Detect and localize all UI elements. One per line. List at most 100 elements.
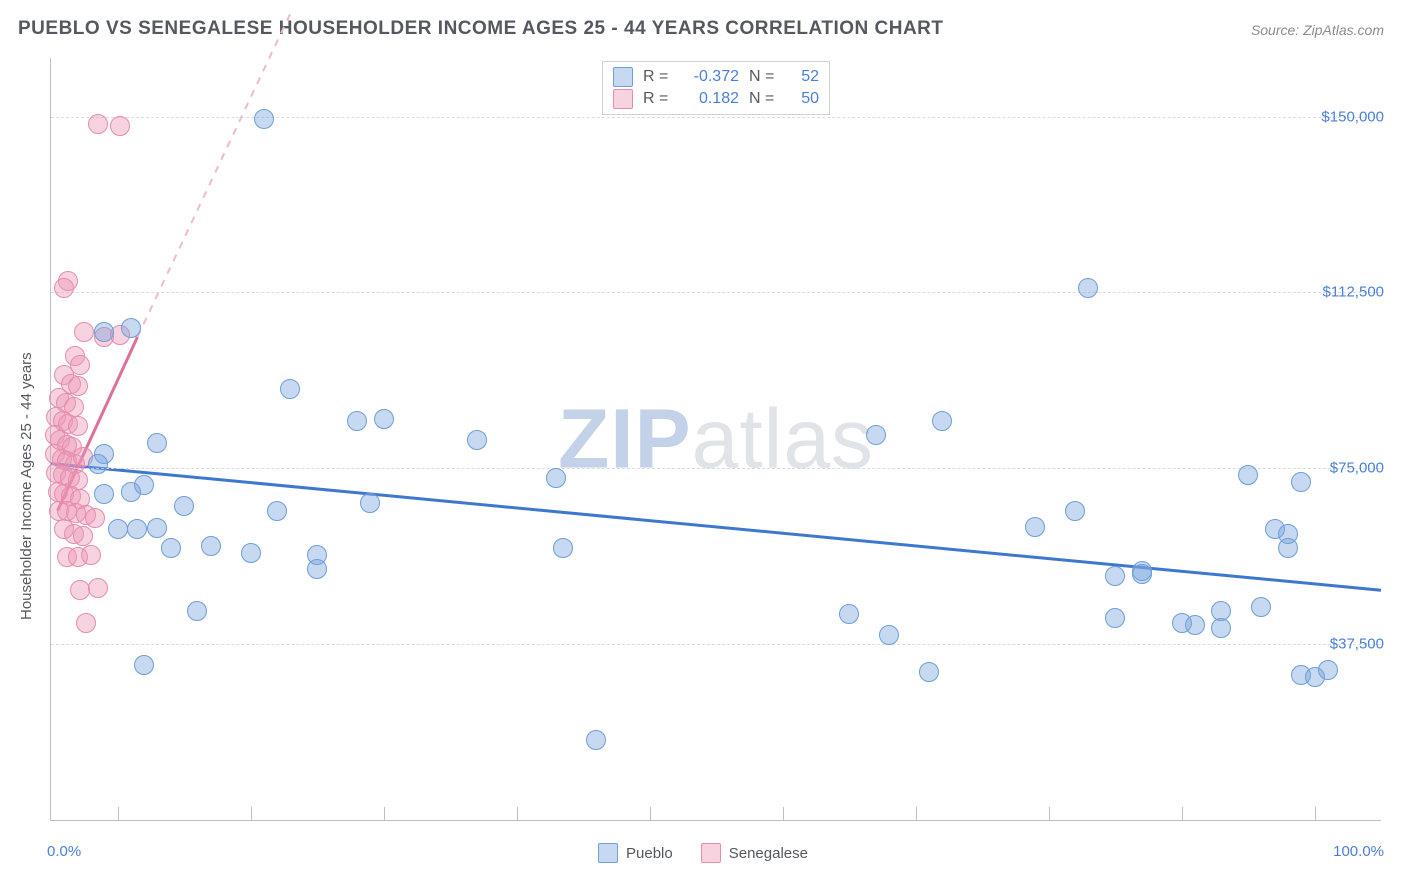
x-tick (118, 807, 119, 821)
data-point (1065, 501, 1085, 521)
data-point (267, 501, 287, 521)
watermark: ZIPatlas (558, 391, 874, 488)
x-tick (1049, 807, 1050, 821)
data-point (360, 493, 380, 513)
data-point (85, 508, 105, 528)
series-legend-item: Pueblo (598, 843, 673, 863)
trend-line (137, 13, 290, 337)
data-point (1238, 465, 1258, 485)
legend-row: R = -0.372 N = 52 (613, 67, 819, 87)
gridline (51, 117, 1381, 118)
legend-swatch (598, 843, 618, 863)
trend-lines-layer (51, 58, 1381, 820)
data-point (134, 655, 154, 675)
legend-label: Senegalese (729, 845, 808, 862)
data-point (1251, 597, 1271, 617)
data-point (932, 411, 952, 431)
gridline (51, 292, 1381, 293)
scatter-plot-area: ZIPatlas R = -0.372 N = 52 R = 0.182 N = 50 (50, 58, 1381, 821)
data-point (553, 538, 573, 558)
x-axis-max-label: 100.0% (1333, 843, 1384, 860)
data-point (201, 536, 221, 556)
data-point (88, 578, 108, 598)
data-point (586, 730, 606, 750)
data-point (280, 379, 300, 399)
gridline (51, 644, 1381, 645)
y-tick-label: $112,500 (1323, 284, 1384, 301)
data-point (1211, 601, 1231, 621)
data-point (1318, 660, 1338, 680)
data-point (1105, 608, 1125, 628)
y-tick-label: $75,000 (1330, 460, 1384, 477)
legend-label: Pueblo (626, 845, 673, 862)
chart-title: PUEBLO VS SENEGALESE HOUSEHOLDER INCOME … (18, 18, 944, 40)
data-point (1278, 538, 1298, 558)
correlation-legend: R = -0.372 N = 52 R = 0.182 N = 50 (602, 61, 830, 115)
legend-swatch (613, 67, 633, 87)
source-attribution: Source: ZipAtlas.com (1251, 22, 1384, 38)
legend-r-value: -0.372 (683, 68, 739, 86)
x-axis-min-label: 0.0% (47, 843, 81, 860)
data-point (1132, 564, 1152, 584)
data-point (134, 475, 154, 495)
legend-swatch (613, 89, 633, 109)
data-point (73, 526, 93, 546)
trend-line (51, 464, 1381, 591)
legend-n-value: 50 (789, 90, 819, 108)
watermark-zip: ZIP (558, 392, 692, 486)
legend-r-label: R = (643, 68, 673, 86)
x-tick (650, 807, 651, 821)
x-tick (916, 807, 917, 821)
y-axis-label: Householder Income Ages 25 - 44 years (18, 352, 35, 620)
data-point (74, 322, 94, 342)
series-legend: Pueblo Senegalese (598, 843, 808, 863)
legend-n-value: 52 (789, 68, 819, 86)
data-point (546, 468, 566, 488)
data-point (1185, 615, 1205, 635)
y-tick-label: $150,000 (1321, 108, 1384, 125)
x-tick (384, 807, 385, 821)
data-point (307, 559, 327, 579)
data-point (467, 430, 487, 450)
y-tick-label: $37,500 (1330, 636, 1384, 653)
data-point (147, 518, 167, 538)
data-point (1291, 472, 1311, 492)
x-tick (1182, 807, 1183, 821)
data-point (187, 601, 207, 621)
x-tick (251, 807, 252, 821)
gridline (51, 468, 1381, 469)
data-point (127, 519, 147, 539)
data-point (88, 454, 108, 474)
data-point (68, 416, 88, 436)
legend-n-label: N = (749, 90, 779, 108)
data-point (54, 278, 74, 298)
x-tick (517, 807, 518, 821)
data-point (108, 519, 128, 539)
legend-row: R = 0.182 N = 50 (613, 89, 819, 109)
data-point (147, 433, 167, 453)
legend-n-label: N = (749, 68, 779, 86)
legend-swatch (701, 843, 721, 863)
data-point (1025, 517, 1045, 537)
data-point (374, 409, 394, 429)
data-point (94, 484, 114, 504)
data-point (347, 411, 367, 431)
data-point (241, 543, 261, 563)
x-tick (783, 807, 784, 821)
x-tick (1315, 807, 1316, 821)
data-point (919, 662, 939, 682)
data-point (254, 109, 274, 129)
legend-r-label: R = (643, 90, 673, 108)
data-point (1078, 278, 1098, 298)
data-point (76, 613, 96, 633)
data-point (839, 604, 859, 624)
data-point (81, 545, 101, 565)
data-point (866, 425, 886, 445)
series-legend-item: Senegalese (701, 843, 808, 863)
data-point (1105, 566, 1125, 586)
data-point (879, 625, 899, 645)
data-point (88, 114, 108, 134)
watermark-atlas: atlas (692, 392, 874, 486)
data-point (174, 496, 194, 516)
legend-r-value: 0.182 (683, 90, 739, 108)
